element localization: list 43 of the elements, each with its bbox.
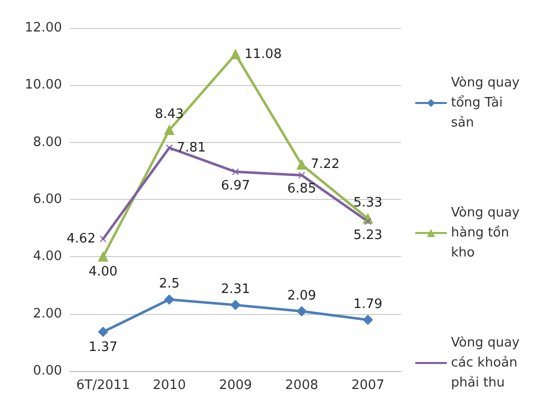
x-tick-label: 2009 — [218, 378, 252, 393]
point — [164, 294, 174, 305]
point — [164, 125, 174, 136]
point — [98, 326, 108, 337]
y-tick-label: 10.00 — [24, 78, 62, 93]
x-tick-label: 2007 — [351, 378, 384, 393]
point — [362, 314, 373, 325]
x-tick-label: 6T/2011 — [76, 378, 130, 393]
data-label: 4.00 — [88, 264, 118, 280]
data-label: 2.09 — [287, 288, 316, 304]
y-tick-label: 12.00 — [24, 20, 62, 36]
point — [232, 168, 239, 176]
data-label: 7.22 — [310, 157, 340, 172]
point — [100, 235, 107, 242]
point — [230, 49, 240, 60]
y-tick-label: 2.00 — [33, 306, 62, 322]
data-label: 1.79 — [353, 296, 382, 312]
data-label: 5.33 — [353, 196, 382, 211]
data-label: 6.97 — [221, 178, 250, 194]
point — [298, 172, 306, 179]
y-tick-label: 0.00 — [33, 364, 62, 378]
data-label: 5.23 — [353, 228, 382, 244]
x-tick-label: 2010 — [152, 378, 186, 393]
data-label: 1.37 — [88, 340, 118, 355]
x-tick-label: 2008 — [285, 378, 318, 393]
data-label: 6.85 — [287, 182, 316, 197]
data-label: 2.31 — [221, 282, 250, 297]
data-label: 2.5 — [158, 276, 180, 292]
point — [296, 160, 307, 170]
data-label: 8.43 — [154, 107, 184, 122]
y-tick-label: 6.00 — [33, 192, 62, 207]
point — [230, 300, 240, 310]
legend-label: Vòng quay tổng Tài sản — [451, 76, 524, 130]
data-label: 7.81 — [176, 140, 206, 156]
point — [166, 144, 173, 152]
y-tick-label: 4.00 — [33, 249, 62, 264]
point — [98, 252, 108, 262]
point — [296, 306, 307, 316]
data-label: 4.62 — [66, 231, 96, 246]
y-tick-label: 8.00 — [33, 134, 62, 150]
legend-label: Vòng quay hàng tồn kho — [451, 206, 524, 260]
data-label: 11.08 — [244, 46, 282, 62]
legend-label: Vòng quay các khoản phải thu — [451, 336, 524, 390]
